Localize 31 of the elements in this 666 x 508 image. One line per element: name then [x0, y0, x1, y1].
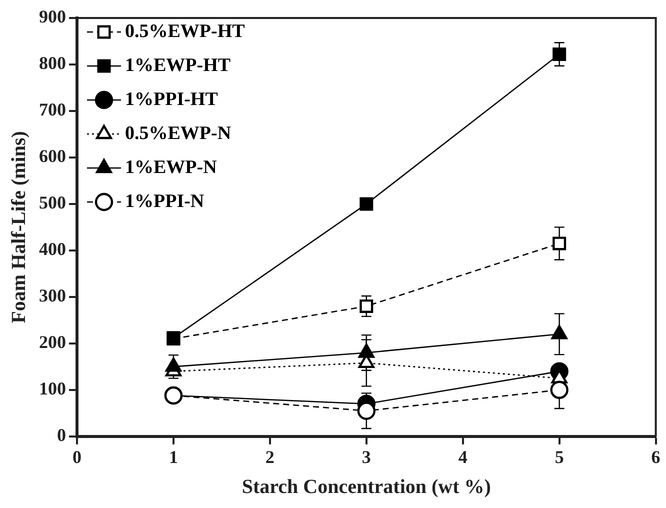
x-tick-label: 1: [168, 446, 178, 467]
x-tick-label: 6: [651, 446, 660, 467]
legend-label: 0.5%EWP-HT: [125, 20, 246, 42]
x-tick-label: 2: [265, 446, 274, 467]
point: [552, 236, 566, 250]
y-tick-label: 300: [39, 286, 66, 306]
y-tick-label: 700: [39, 100, 66, 120]
point: [360, 197, 374, 211]
x-tick-label: 4: [458, 446, 468, 467]
x-axis-title: Starch Concentration (wt %): [242, 476, 491, 498]
y-tick-label: 100: [39, 378, 66, 399]
y-tick-label: 900: [39, 6, 66, 27]
legend-label: 1%EWP-N: [125, 156, 218, 178]
y-tick-label: 800: [39, 53, 66, 74]
x-tick-label: 3: [362, 446, 371, 467]
y-axis-title: Foam Half-Life (mins): [8, 131, 30, 324]
legend-label: 0.5%EWP-N: [125, 122, 232, 144]
legend-label: 1%EWP-HT: [125, 54, 231, 76]
point: [360, 299, 374, 313]
y-tick-label: 0: [57, 425, 66, 446]
point: [357, 402, 376, 420]
y-tick-label: 500: [39, 192, 66, 213]
point: [550, 380, 568, 400]
y-tick-label: 400: [39, 239, 66, 260]
legend-label: 1%PPI-HT: [125, 88, 218, 110]
legend-label: 1%PPI-N: [125, 190, 204, 212]
point: [552, 48, 566, 62]
y-tick-label: 200: [39, 332, 66, 352]
y-tick-label: 600: [39, 146, 66, 166]
x-tick-label: 5: [554, 446, 564, 467]
x-tick-label: 0: [72, 446, 82, 467]
